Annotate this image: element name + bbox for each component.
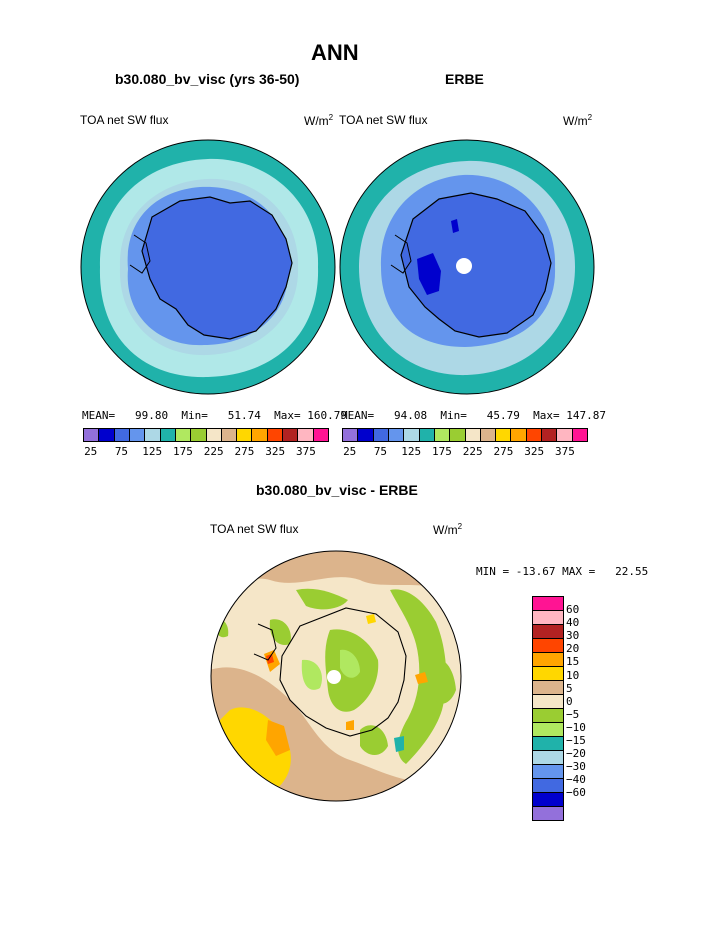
colorbar-swatch <box>533 723 563 737</box>
colorbar-tick-label: 375 <box>555 445 575 458</box>
colorbar-swatch <box>572 429 587 441</box>
colorbar-swatch <box>221 429 238 441</box>
colorbar-swatch <box>533 625 563 639</box>
colorbar-tick-label: 175 <box>432 445 452 458</box>
right-colorbar <box>342 428 588 442</box>
colorbar-tick-label: 10 <box>566 668 580 682</box>
colorbar-swatch <box>465 429 481 441</box>
colorbar-swatch <box>206 429 222 441</box>
colorbar-swatch <box>533 681 563 695</box>
diff-stats: MIN = -13.67 MAX = 22.55 <box>476 565 649 578</box>
colorbar-tick-label: 60 <box>566 603 580 616</box>
colorbar-swatch <box>533 807 563 820</box>
colorbar-tick-label: −20 <box>566 747 586 761</box>
colorbar-tick-label: −40 <box>566 773 586 787</box>
colorbar-tick-label: 275 <box>234 445 255 458</box>
colorbar-swatch <box>313 429 328 441</box>
colorbar-swatch <box>480 429 497 441</box>
colorbar-swatch <box>533 737 563 751</box>
colorbar-swatch <box>419 429 435 441</box>
colorbar-swatch <box>388 429 405 441</box>
colorbar-swatch <box>252 429 268 441</box>
colorbar-swatch <box>542 429 558 441</box>
left-stats: MEAN= 99.80 Min= 51.74 Max= 160.79 <box>82 409 347 422</box>
colorbar-swatch <box>404 429 420 441</box>
colorbar-tick-label: −15 <box>566 734 586 747</box>
colorbar-swatch <box>533 695 563 709</box>
colorbar-swatch <box>129 429 146 441</box>
left-panel-units: W/m2 <box>304 113 334 128</box>
colorbar-tick-label: 25 <box>84 445 98 458</box>
colorbar-swatch <box>99 429 115 441</box>
diff-panel-variable: TOA net SW flux <box>210 522 299 536</box>
colorbar-swatch <box>237 429 253 441</box>
colorbar-tick-label: −60 <box>566 786 586 800</box>
colorbar-swatch <box>373 429 389 441</box>
colorbar-swatch <box>434 429 451 441</box>
colorbar-tick-label: 30 <box>566 629 580 643</box>
colorbar-tick-label: −10 <box>566 720 586 734</box>
left-panel-case-title: b30.080_bv_visc (yrs 36-50) <box>115 71 300 87</box>
colorbar-tick-label: 175 <box>173 445 193 458</box>
colorbar-swatch <box>533 751 563 765</box>
colorbar-tick-label: 125 <box>401 445 422 458</box>
colorbar-tick-label: 125 <box>142 445 163 458</box>
colorbar-swatch <box>175 429 192 441</box>
colorbar-swatch <box>343 429 359 441</box>
colorbar-swatch <box>358 429 374 441</box>
right-panel-variable: TOA net SW flux <box>339 113 428 127</box>
colorbar-swatch <box>533 709 563 723</box>
colorbar-swatch <box>533 765 563 779</box>
colorbar-swatch <box>267 429 284 441</box>
colorbar-tick-label: 75 <box>114 445 129 458</box>
colorbar-swatch <box>450 429 466 441</box>
colorbar-swatch <box>145 429 161 441</box>
colorbar-swatch <box>84 429 100 441</box>
colorbar-swatch <box>496 429 512 441</box>
colorbar-swatch <box>526 429 543 441</box>
colorbar-swatch <box>557 429 573 441</box>
colorbar-swatch <box>114 429 130 441</box>
right-stats: MEAN= 94.08 Min= 45.79 Max= 147.87 <box>341 409 606 422</box>
left-colorbar <box>83 428 329 442</box>
colorbar-swatch <box>160 429 176 441</box>
colorbar-swatch <box>533 793 563 807</box>
colorbar-swatch <box>533 667 563 681</box>
colorbar-swatch <box>533 611 563 625</box>
colorbar-tick-label: 20 <box>566 642 580 656</box>
colorbar-swatch <box>533 779 563 793</box>
colorbar-swatch <box>533 653 563 667</box>
colorbar-tick-label: 40 <box>566 616 580 630</box>
left-polar-map <box>80 139 336 395</box>
colorbar-swatch <box>283 429 299 441</box>
colorbar-tick-label: 275 <box>493 445 514 458</box>
colorbar-tick-label: −30 <box>566 760 586 774</box>
diff-polar-map <box>210 550 462 802</box>
right-polar-map <box>339 139 595 395</box>
colorbar-tick-label: 325 <box>265 445 286 458</box>
diff-panel-case-title: b30.080_bv_visc - ERBE <box>256 482 418 498</box>
figure-title: ANN <box>311 40 359 65</box>
right-panel-units: W/m2 <box>563 113 593 128</box>
colorbar-tick-label: 225 <box>203 445 224 458</box>
colorbar-swatch <box>533 597 563 611</box>
colorbar-swatch <box>298 429 314 441</box>
colorbar-tick-label: 0 <box>566 694 573 708</box>
colorbar-tick-label: 25 <box>343 445 357 458</box>
colorbar-tick-label: 325 <box>524 445 545 458</box>
colorbar-swatch <box>533 639 563 653</box>
colorbar-tick-label: 75 <box>373 445 388 458</box>
diff-panel-units: W/m2 <box>433 522 463 537</box>
colorbar-swatch <box>511 429 527 441</box>
colorbar-tick-label: 15 <box>566 655 580 669</box>
colorbar-tick-label: 5 <box>566 681 573 695</box>
left-panel-variable: TOA net SW flux <box>80 113 169 127</box>
colorbar-swatch <box>191 429 207 441</box>
colorbar-tick-label: 375 <box>296 445 316 458</box>
diff-colorbar <box>532 596 564 821</box>
colorbar-tick-label: −5 <box>566 707 580 721</box>
colorbar-tick-label: 225 <box>462 445 483 458</box>
right-panel-case-title: ERBE <box>445 71 484 87</box>
